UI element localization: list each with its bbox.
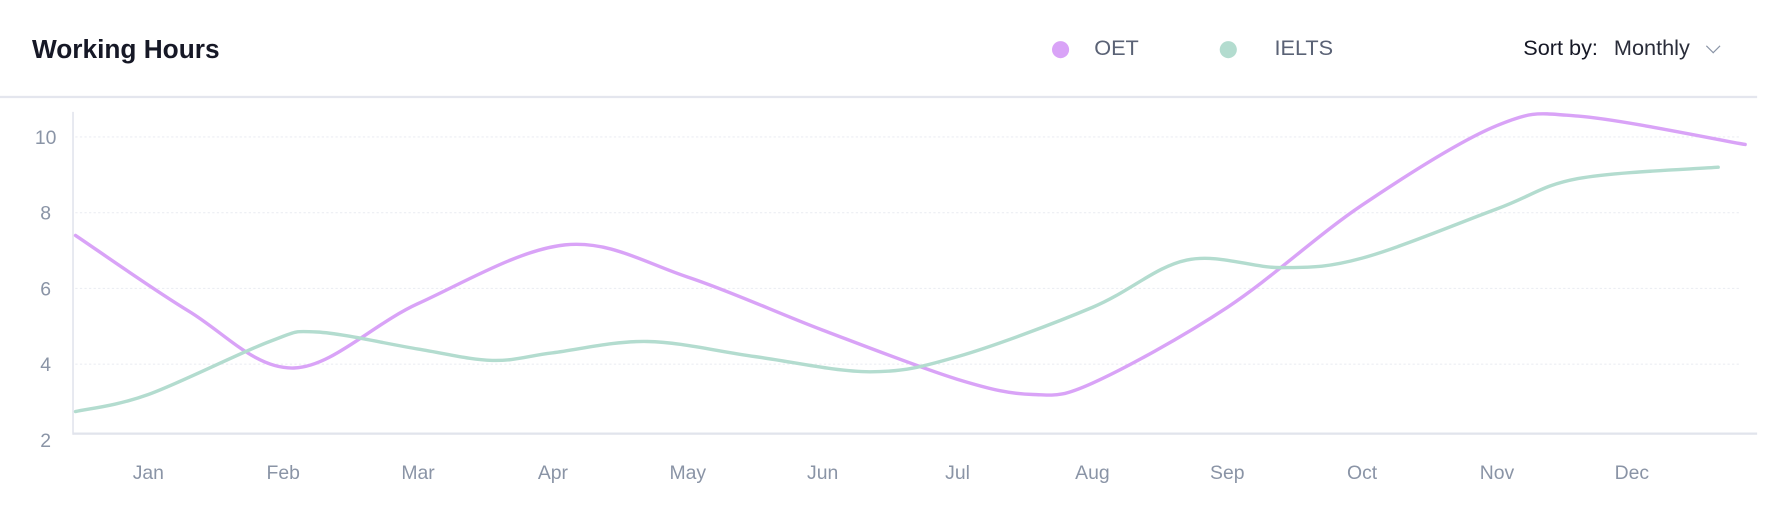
x-tick-label: Jun	[807, 462, 838, 484]
x-tick-label: Apr	[538, 462, 569, 484]
y-tick-label: 2	[40, 430, 51, 452]
series-line-oet	[73, 112, 1747, 397]
ielts-legend-dot-icon	[1219, 40, 1237, 58]
x-tick-label: Dec	[1615, 462, 1650, 484]
x-tick-label: Oct	[1347, 462, 1378, 484]
legend-label-ielts: IELTS	[1274, 36, 1334, 61]
sort-label: Sort by:	[1523, 36, 1598, 61]
chart-title: Working Hours	[31, 34, 220, 64]
legend-label-oet: OET	[1094, 36, 1139, 61]
x-tick-label: Aug	[1075, 462, 1109, 484]
oet-legend-dot-icon	[1052, 40, 1070, 58]
x-tick-label: May	[669, 462, 706, 484]
series-line-ielts	[73, 165, 1720, 414]
x-tick-label: Nov	[1480, 462, 1515, 484]
legend-item-ielts[interactable]: IELTS	[1219, 36, 1334, 62]
y-tick-label: 6	[40, 278, 51, 300]
y-tick-label: 10	[35, 127, 57, 149]
x-tick-label: Jul	[945, 462, 970, 484]
y-tick-label: 8	[40, 203, 51, 225]
y-tick-label: 4	[40, 354, 51, 376]
legend-item-oet[interactable]: OET	[1052, 37, 1139, 62]
x-tick-label: Mar	[401, 462, 435, 484]
header-divider	[0, 95, 1758, 99]
x-tick-label: Sep	[1210, 462, 1244, 484]
sort-value: Monthly	[1613, 36, 1690, 61]
x-tick-label: Feb	[267, 462, 300, 484]
sort-dropdown[interactable]: Sort by: Monthly	[1523, 36, 1721, 62]
x-tick-label: Jan	[133, 462, 164, 484]
